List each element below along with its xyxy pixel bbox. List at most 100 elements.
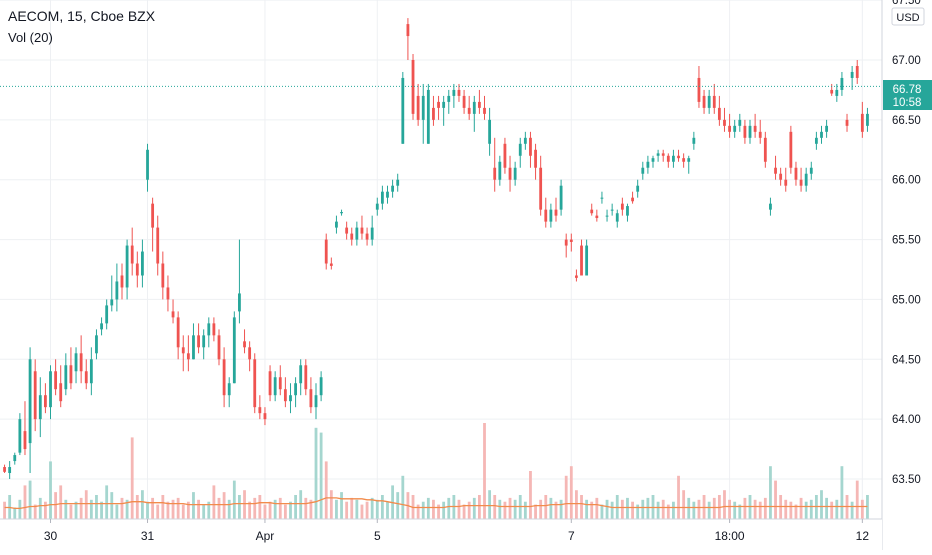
chart-symbol-title[interactable]: AECOM, 15, Cboe BZX [8,8,156,24]
candle-body [13,455,17,462]
candle-body [319,377,323,396]
candle-body [529,137,532,156]
volume-bar [575,490,578,519]
volume-bar [146,501,149,519]
volume-bar [564,475,568,519]
candle-body [370,227,374,240]
volume-bar [820,490,823,519]
volume-bar [569,466,573,519]
candle-body [258,407,262,414]
candle-body [575,275,578,278]
candle-body [620,203,624,210]
volume-bar [804,501,808,519]
candle-layer [3,18,869,479]
candle-body [166,287,170,300]
candle-body [345,227,349,234]
candle-body [483,107,486,114]
candle-body [651,158,655,162]
candle-body [585,245,589,276]
candle-body [600,197,604,199]
candle-body [186,353,190,360]
candle-body [324,239,328,264]
volume-bar [544,495,548,519]
candle-body [779,173,783,180]
candle-body [641,167,645,174]
candle-body [299,365,303,384]
candle-body [493,167,497,180]
candle-body [840,77,844,90]
volume-bar [830,501,834,519]
candle-body [845,119,849,126]
volume-bar [794,504,798,519]
volume-bar [375,499,379,519]
volume-bar [850,501,854,519]
time-tick-label: 7 [568,529,575,543]
currency-badge[interactable] [891,7,925,26]
candle-body [74,353,78,372]
candle-body [554,209,558,216]
volume-bar [605,499,609,519]
candle-body [401,77,405,144]
volume-ma-line [4,497,868,510]
candle-body [518,143,522,156]
volume-bar [477,495,481,519]
time-tick-label: 12 [856,529,870,543]
candle-body [728,125,731,132]
volume-bar [523,501,527,519]
volume-bar [825,497,829,519]
time-tick-label: 18:00 [715,529,745,543]
price-axis[interactable]: 63.50 64.00 64.50 65.00 65.50 66.00 66.50 67.00… [892,0,921,486]
candle-body [59,383,63,402]
volume-bar [656,501,660,519]
candle-body [95,335,98,354]
volume-bar [620,499,624,519]
volume-bar [222,492,226,519]
candle-body [426,89,430,144]
volume-bar [677,475,680,519]
time-tick-label: 5 [374,529,381,543]
candle-body [100,323,103,330]
candle-body [120,275,124,288]
candle-body [171,311,175,318]
candle-body [850,71,854,78]
volume-bar [350,497,354,519]
volume-bar [457,499,461,519]
last-price-countdown: 10:58 [893,97,922,109]
candle-body [723,119,726,126]
volume-bar [728,499,731,519]
volume-bar [554,501,558,519]
candle-body [115,281,119,300]
volume-bar [860,499,864,519]
volume-bar [171,499,175,519]
volume-bar [258,495,262,519]
candle-body [477,101,481,108]
volume-bar [227,499,231,519]
volume-bar [217,497,221,519]
volume-bar [661,499,665,519]
volume-bar [253,497,257,519]
candle-body [273,377,277,396]
volume-bar [74,501,78,519]
volume-bar [181,504,185,519]
volume-indicator-label[interactable]: Vol (20) [8,30,53,45]
volume-bar [866,495,869,519]
price-tick-label: 64.50 [892,354,921,366]
candle-body [855,65,859,78]
candle-body [89,359,93,384]
volume-bar [54,492,58,519]
candle-body [457,89,461,96]
volume-bar [472,497,476,519]
volume-bar [360,504,364,519]
price-tick-label: 65.50 [892,235,921,247]
candle-body [289,395,292,402]
volume-bar [600,504,604,519]
candle-body [656,153,660,156]
volume-bar [340,492,343,519]
volume-bar [799,497,803,519]
candle-body [432,107,435,120]
volume-bar [202,504,206,519]
candle-body [697,77,701,102]
